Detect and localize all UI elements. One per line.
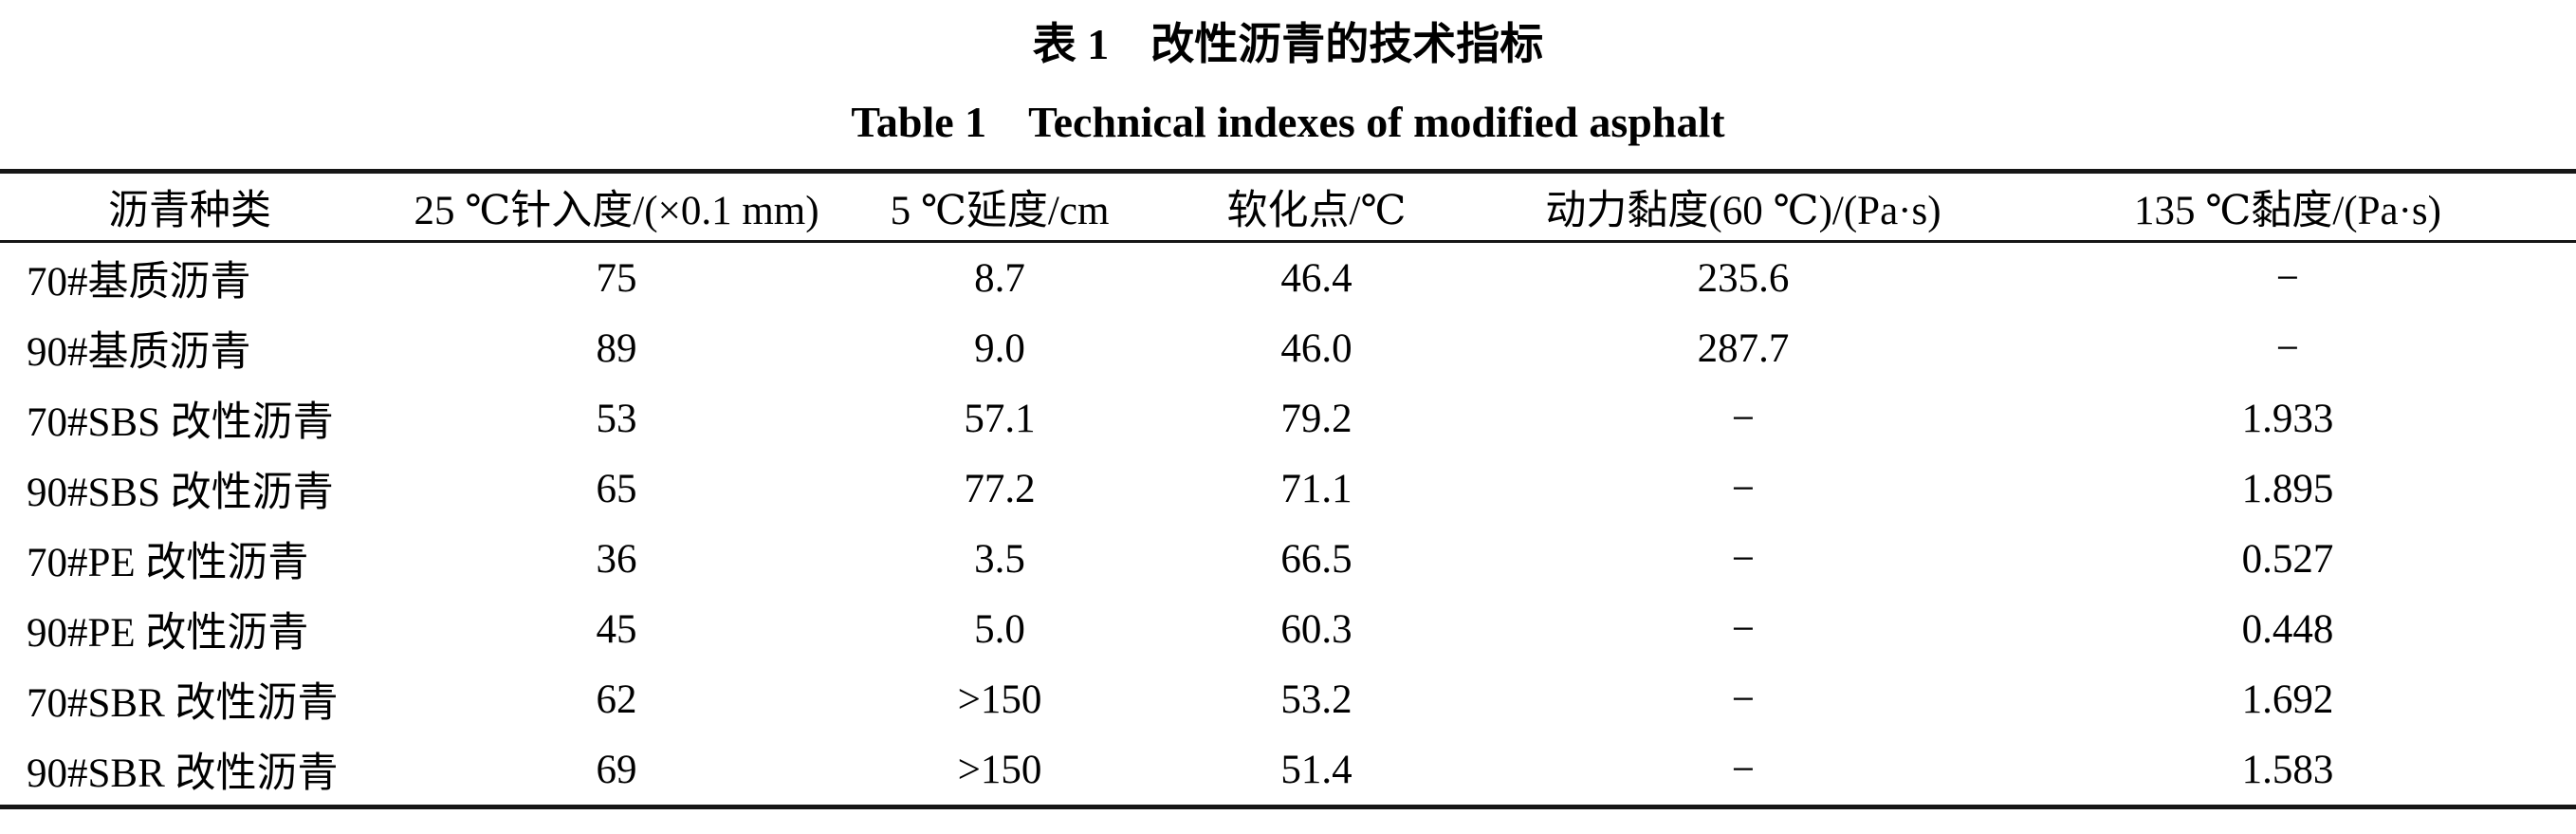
table-row: 90#SBS 改性沥青 65 77.2 71.1 − 1.895 (0, 454, 2576, 524)
value-cell: 77.2 (964, 466, 1036, 511)
column-header-0: 沥青种类 (0, 171, 379, 243)
value-cell: 46.4 (1280, 255, 1352, 301)
table-body: 70#基质沥青 75 8.7 46.4 235.6 − 90#基质沥青 89 9.0 46.0 28… (0, 242, 2576, 807)
value-cell: 1.895 (2241, 466, 2334, 511)
asphalt-type-cell: 70#SBS 改性沥青 (27, 400, 334, 445)
table-number-en: Table 1 (851, 98, 987, 146)
table-title-cn: 改性沥青的技术指标 (1150, 20, 1544, 68)
value-cell: 36 (596, 536, 637, 582)
asphalt-type-cell: 90#基质沥青 (27, 330, 251, 375)
table-row: 70#SBR 改性沥青 62 >150 53.2 − 1.692 (0, 664, 2576, 734)
value-cell: 69 (596, 747, 637, 792)
table-title-en: Technical indexes of modified asphalt (1028, 98, 1725, 146)
value-cell: 3.5 (974, 536, 1025, 582)
value-cell: − (1731, 396, 1756, 441)
asphalt-type-cell: 90#SBR 改性沥青 (27, 751, 339, 796)
value-cell: 53 (596, 396, 637, 441)
column-header-4: 动力黏度(60 ℃)/(Pa·s) (1487, 171, 1999, 243)
table-header-row: 沥青种类 25 ℃针入度/(×0.1 mm) 5 ℃延度/cm 软化点/℃ 动力黏度(6… (0, 171, 2576, 243)
table-row: 90#PE 改性沥青 45 5.0 60.3 − 0.448 (0, 594, 2576, 664)
asphalt-type-cell: 90#PE 改性沥青 (27, 611, 309, 656)
value-cell: − (1731, 747, 1756, 792)
value-cell: − (1731, 606, 1756, 652)
table-row: 90#SBR 改性沥青 69 >150 51.4 − 1.583 (0, 734, 2576, 807)
value-cell: 53.2 (1280, 676, 1352, 722)
column-header-2: 5 ℃延度/cm (854, 171, 1146, 243)
value-cell: 79.2 (1280, 396, 1352, 441)
table-row: 90#基质沥青 89 9.0 46.0 287.7 − (0, 313, 2576, 383)
value-cell: 1.692 (2241, 676, 2334, 722)
value-cell: 60.3 (1280, 606, 1352, 652)
asphalt-type-cell: 70#PE 改性沥青 (27, 541, 309, 585)
column-header-3: 软化点/℃ (1146, 171, 1487, 243)
table-row: 70#基质沥青 75 8.7 46.4 235.6 − (0, 242, 2576, 314)
value-cell: 66.5 (1280, 536, 1352, 582)
table-caption-english: Table 1 Technical indexes of modified asp… (0, 101, 2576, 144)
table-header: 沥青种类 25 ℃针入度/(×0.1 mm) 5 ℃延度/cm 软化点/℃ 动力黏度(6… (0, 171, 2576, 243)
value-cell: − (1731, 676, 1756, 722)
table-caption-chinese: 表 1 改性沥青的技术指标 (0, 23, 2576, 66)
value-cell: 57.1 (964, 396, 1036, 441)
table-number-cn: 表 1 (1032, 20, 1110, 68)
value-cell: 46.0 (1280, 325, 1352, 371)
value-cell: − (1731, 466, 1756, 511)
value-cell: 0.448 (2241, 606, 2334, 652)
value-cell: − (2275, 255, 2300, 301)
value-cell: − (2275, 325, 2300, 371)
value-cell: 51.4 (1280, 747, 1352, 792)
column-header-1: 25 ℃针入度/(×0.1 mm) (379, 171, 854, 243)
value-cell: >150 (957, 676, 1042, 722)
value-cell: 71.1 (1280, 466, 1352, 511)
value-cell: 1.933 (2241, 396, 2334, 441)
value-cell: 62 (596, 676, 637, 722)
value-cell: 8.7 (974, 255, 1025, 301)
value-cell: 75 (596, 255, 637, 301)
value-cell: 5.0 (974, 606, 1025, 652)
technical-indexes-table: 沥青种类 25 ℃针入度/(×0.1 mm) 5 ℃延度/cm 软化点/℃ 动力黏度(6… (0, 169, 2576, 809)
value-cell: 287.7 (1697, 325, 1790, 371)
value-cell: 1.583 (2241, 747, 2334, 792)
value-cell: 0.527 (2241, 536, 2334, 582)
column-header-5: 135 ℃黏度/(Pa·s) (1999, 171, 2576, 243)
value-cell: 9.0 (974, 325, 1025, 371)
table-row: 70#PE 改性沥青 36 3.5 66.5 − 0.527 (0, 524, 2576, 594)
value-cell: − (1731, 536, 1756, 582)
value-cell: 65 (596, 466, 637, 511)
asphalt-type-cell: 70#SBR 改性沥青 (27, 681, 339, 726)
value-cell: 45 (596, 606, 637, 652)
asphalt-type-cell: 70#基质沥青 (27, 260, 251, 305)
value-cell: 89 (596, 325, 637, 371)
table-row: 70#SBS 改性沥青 53 57.1 79.2 − 1.933 (0, 383, 2576, 454)
value-cell: >150 (957, 747, 1042, 792)
value-cell: 235.6 (1697, 255, 1790, 301)
asphalt-type-cell: 90#SBS 改性沥青 (27, 471, 334, 515)
